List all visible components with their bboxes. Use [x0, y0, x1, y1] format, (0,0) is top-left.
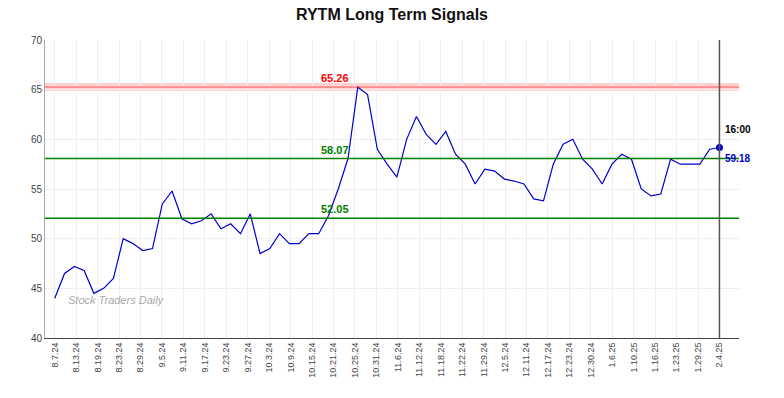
svg-text:10.3.24: 10.3.24: [264, 343, 274, 373]
svg-text:45: 45: [31, 283, 43, 294]
svg-text:1.29.25: 1.29.25: [693, 343, 703, 373]
svg-text:12.30.24: 12.30.24: [586, 343, 596, 378]
svg-text:58.07: 58.07: [321, 144, 349, 156]
svg-text:10.31.24: 10.31.24: [371, 343, 381, 378]
svg-text:1.10.25: 1.10.25: [629, 343, 639, 373]
svg-text:12.17.24: 12.17.24: [543, 343, 553, 378]
svg-text:8.13.24: 8.13.24: [71, 343, 81, 373]
svg-text:65.26: 65.26: [321, 72, 349, 84]
svg-text:1.6.25: 1.6.25: [607, 343, 617, 368]
svg-text:10.9.24: 10.9.24: [286, 343, 296, 373]
svg-text:Stock Traders Daily: Stock Traders Daily: [68, 294, 165, 306]
svg-text:9.5.24: 9.5.24: [157, 343, 167, 368]
svg-text:11.22.24: 11.22.24: [457, 343, 467, 377]
svg-text:RYTM Long Term Signals: RYTM Long Term Signals: [296, 6, 488, 23]
svg-text:12.5.24: 12.5.24: [500, 343, 510, 373]
svg-text:11.18.24: 11.18.24: [436, 343, 446, 377]
svg-text:11.29.24: 11.29.24: [479, 343, 489, 377]
svg-text:9.17.24: 9.17.24: [200, 343, 210, 373]
svg-text:8.29.24: 8.29.24: [135, 343, 145, 373]
svg-text:50: 50: [31, 233, 43, 244]
svg-text:12.11.24: 12.11.24: [521, 343, 531, 377]
svg-text:70: 70: [31, 35, 43, 46]
svg-text:40: 40: [31, 333, 43, 344]
svg-text:9.23.24: 9.23.24: [221, 343, 231, 373]
svg-text:9.11.24: 9.11.24: [178, 343, 188, 372]
svg-text:60: 60: [31, 134, 43, 145]
svg-text:1.23.25: 1.23.25: [671, 343, 681, 373]
svg-text:1.16.25: 1.16.25: [650, 343, 660, 373]
svg-text:10.25.24: 10.25.24: [350, 343, 360, 378]
svg-text:9.27.24: 9.27.24: [243, 343, 253, 373]
svg-text:11.12.24: 11.12.24: [414, 343, 424, 377]
svg-text:8.7.24: 8.7.24: [50, 343, 60, 368]
svg-text:2.4.25: 2.4.25: [714, 343, 724, 368]
svg-text:10.15.24: 10.15.24: [307, 343, 317, 378]
svg-text:65: 65: [31, 84, 43, 95]
svg-text:16:00: 16:00: [725, 124, 751, 135]
svg-text:55: 55: [31, 184, 43, 195]
svg-text:11.6.24: 11.6.24: [393, 343, 403, 372]
svg-text:52.05: 52.05: [321, 203, 349, 215]
svg-text:8.23.24: 8.23.24: [114, 343, 124, 373]
svg-text:59.18: 59.18: [725, 153, 750, 164]
svg-text:8.19.24: 8.19.24: [93, 343, 103, 373]
svg-text:12.23.24: 12.23.24: [564, 343, 574, 378]
svg-text:10.21.24: 10.21.24: [328, 343, 338, 378]
